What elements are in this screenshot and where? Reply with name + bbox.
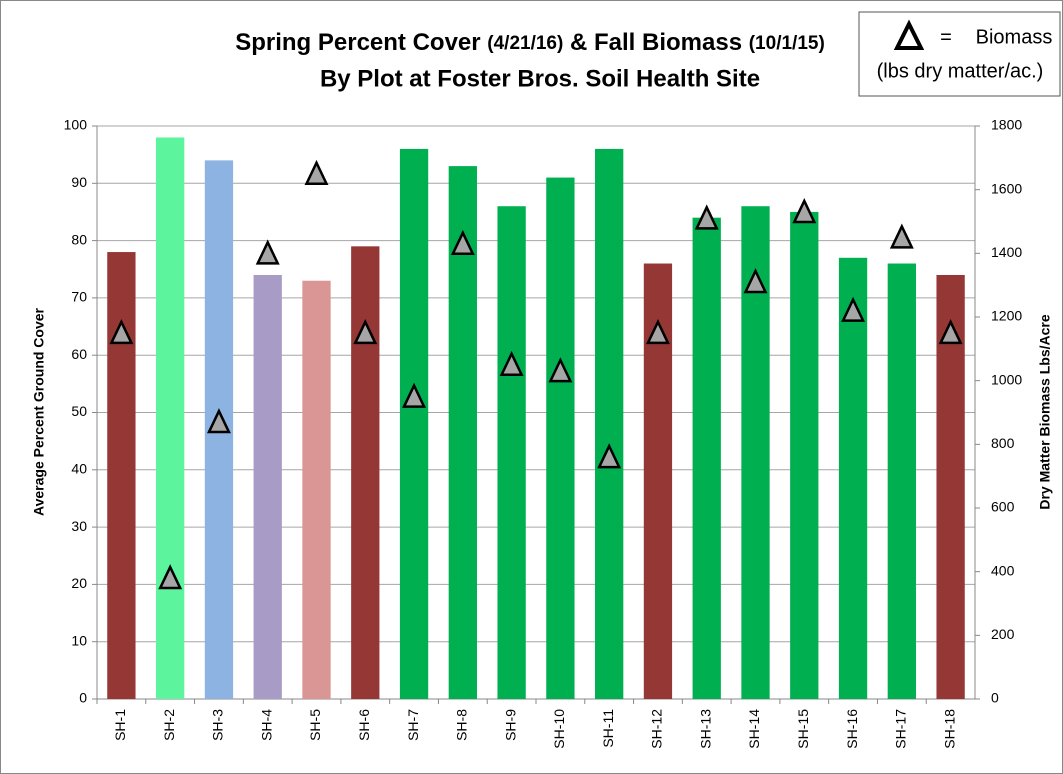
biomass-marker xyxy=(743,268,768,294)
y2-tick-label: 1800 xyxy=(991,117,1022,133)
biomass-marker xyxy=(109,319,134,345)
title-part: Spring Percent Cover xyxy=(235,29,480,56)
chart-title: Spring Percent Cover (4/21/16) & Fall Bi… xyxy=(235,29,825,56)
x-tick-label: SH-9 xyxy=(502,709,518,741)
biomass-marker xyxy=(938,319,963,345)
y-tick-label: 10 xyxy=(71,632,87,648)
x-tick-label: SH-6 xyxy=(356,709,372,741)
bar xyxy=(399,148,429,700)
x-tick-label: SH-14 xyxy=(746,709,762,749)
y2-axis-label: Dry Matter Biomass Lbs/Acre xyxy=(1037,314,1053,510)
biomass-marker xyxy=(694,204,719,230)
biomass-marker xyxy=(645,319,670,345)
y-tick-label: 40 xyxy=(71,461,87,477)
bar xyxy=(497,206,526,699)
x-tick-label: SH-12 xyxy=(649,709,665,749)
y2-tick-label: 1400 xyxy=(991,244,1022,260)
bar xyxy=(790,211,819,699)
biomass-marker xyxy=(450,229,475,256)
y2-tick-label: 0 xyxy=(991,690,999,706)
biomass-marker xyxy=(792,198,817,224)
bar xyxy=(302,280,331,699)
y2-tick-label: 400 xyxy=(991,562,1015,578)
x-tick-label: SH-1 xyxy=(112,709,128,741)
bar xyxy=(351,246,380,699)
bar xyxy=(546,177,575,699)
y-tick-label: 100 xyxy=(64,117,88,133)
biomass-marker xyxy=(548,357,573,383)
y-tick-label: 50 xyxy=(71,403,87,419)
biomass-marker xyxy=(255,239,280,265)
bar xyxy=(595,148,624,700)
y-tick-label: 80 xyxy=(71,231,87,247)
title-part: (10/1/15) xyxy=(749,33,825,54)
y2-tick-label: 200 xyxy=(991,626,1015,642)
y-tick-label: 60 xyxy=(71,346,87,362)
legend-note: (lbs dry matter/ac.) xyxy=(877,60,1044,82)
biomass-marker xyxy=(597,443,622,469)
y-tick-label: 90 xyxy=(71,174,87,190)
bar xyxy=(253,274,282,699)
y-tick-label: 0 xyxy=(79,690,87,706)
biomass-marker xyxy=(499,350,524,376)
y-tick-label: 30 xyxy=(71,518,87,534)
biomass-marker xyxy=(841,296,866,322)
bar xyxy=(887,263,916,699)
legend-symbol xyxy=(893,19,925,50)
x-tick-label: SH-4 xyxy=(258,709,274,741)
title-part: (4/21/16) xyxy=(487,33,563,54)
x-tick-label: SH-3 xyxy=(210,709,226,741)
x-tick-label: SH-17 xyxy=(893,709,909,749)
y2-tick-label: 1000 xyxy=(991,371,1022,387)
bar xyxy=(838,257,868,699)
x-tick-label: SH-8 xyxy=(454,709,470,741)
biomass-marker xyxy=(158,564,183,590)
legend-box xyxy=(858,11,1061,97)
x-tick-label: SH-7 xyxy=(405,709,421,741)
x-tick-label: SH-5 xyxy=(307,709,323,741)
y2-tick-label: 1200 xyxy=(991,308,1022,324)
y-tick-label: 20 xyxy=(71,575,87,591)
x-tick-label: SH-18 xyxy=(941,709,957,749)
x-tick-label: SH-2 xyxy=(161,709,177,741)
biomass-marker xyxy=(353,319,378,345)
x-tick-label: SH-16 xyxy=(844,709,860,749)
y2-tick-label: 600 xyxy=(991,499,1015,515)
biomass-marker xyxy=(206,408,231,434)
biomass-marker xyxy=(402,382,427,408)
legend-label: Biomass xyxy=(976,26,1053,48)
y-axis-label: Average Percent Ground Cover xyxy=(31,307,47,516)
biomass-marker xyxy=(304,159,329,185)
y-tick-label: 70 xyxy=(71,289,87,305)
chart-subtitle: By Plot at Foster Bros. Soil Health Site xyxy=(320,65,760,92)
legend-separator: = xyxy=(940,26,952,48)
biomass-marker xyxy=(889,223,914,249)
bar xyxy=(156,137,185,699)
x-tick-label: SH-13 xyxy=(697,709,713,749)
x-tick-label: SH-15 xyxy=(795,709,811,749)
bar xyxy=(936,274,965,699)
x-tick-label: SH-11 xyxy=(600,709,616,748)
title-part: & Fall Biomass xyxy=(570,29,742,56)
x-tick-label: SH-10 xyxy=(551,709,567,749)
y2-tick-label: 800 xyxy=(991,435,1015,451)
bar xyxy=(692,217,721,699)
legend: = Biomass (lbs dry matter/ac.) xyxy=(858,11,1061,97)
y2-tick-label: 1600 xyxy=(991,180,1022,196)
